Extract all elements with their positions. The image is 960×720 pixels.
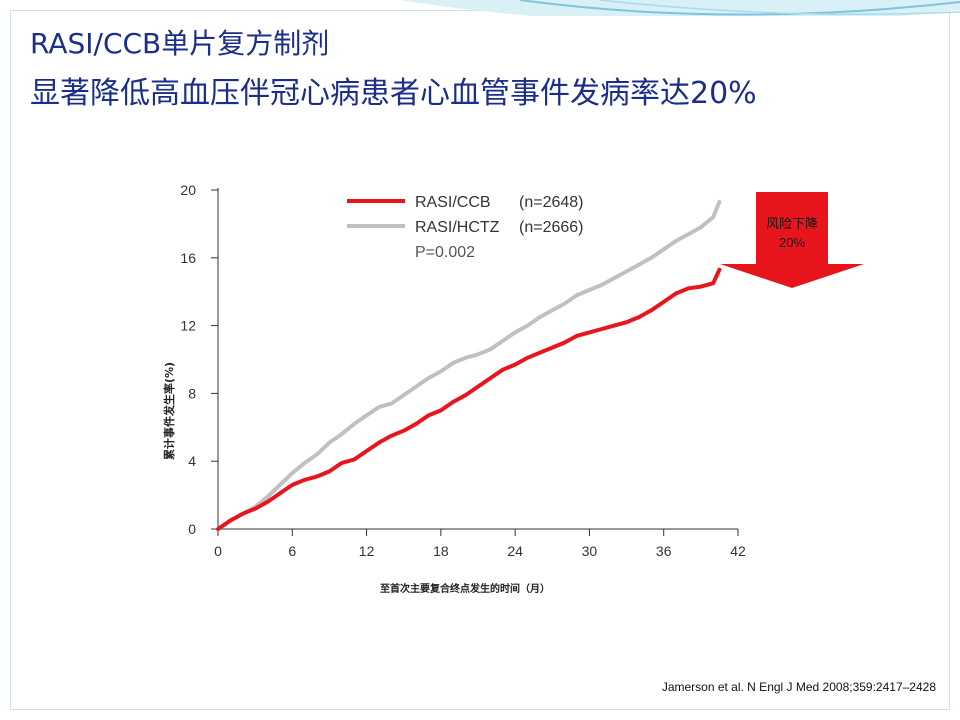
- chart-svg: 0 6 12 18 24 30 36 42 0 4 8 12 16 20 RASI/CCB (n=2648…: [162, 182, 746, 595]
- x-tick-label: 30: [582, 543, 598, 559]
- y-tick-label: 12: [180, 318, 196, 334]
- title-area: RASI/CCB单片复方制剂 显著降低高血压伴冠心病患者心血管事件发病率达20%: [28, 16, 944, 111]
- legend-label-rasi-ccb: RASI/CCB: [415, 194, 491, 211]
- y-tick-label: 4: [188, 453, 196, 469]
- x-axis-label: 至首次主要复合终点发生的时间（月）: [380, 582, 550, 595]
- p-value-annotation: P=0.002: [415, 244, 475, 261]
- citation: Jamerson et al. N Engl J Med 2008;359:24…: [661, 680, 936, 694]
- risk-reduction-value: 20%: [778, 235, 806, 250]
- y-tick-label: 16: [180, 250, 196, 266]
- legend-label-rasi-hctz: RASI/HCTZ: [415, 219, 500, 236]
- slide-title-line1: RASI/CCB单片复方制剂: [30, 27, 330, 60]
- x-tick-label: 24: [507, 543, 523, 559]
- series-line-rasi-ccb: [216, 267, 722, 531]
- x-tick-label: 42: [730, 543, 746, 559]
- x-tick-label: 18: [433, 543, 449, 559]
- x-tick-label: 6: [288, 543, 296, 559]
- y-tick-label: 8: [188, 385, 196, 401]
- y-axis-label: 累计事件发生率(%): [162, 362, 176, 460]
- y-tick-label: 0: [188, 521, 196, 537]
- slide-title-line2: 显著降低高血压伴冠心病患者心血管事件发病率达20%: [30, 76, 757, 111]
- down-arrow-callout: [720, 192, 864, 288]
- x-tick-label: 12: [359, 543, 375, 559]
- legend-n-rasi-ccb: (n=2648): [519, 194, 584, 211]
- x-tick-label: 0: [214, 543, 222, 559]
- risk-reduction-label: 风险下降: [765, 217, 818, 232]
- x-tick-label: 36: [656, 543, 672, 559]
- chart-panel: 0 6 12 18 24 30 36 42 0 4 8 12 16 20 RASI/CCB (n=2648…: [135, 160, 751, 597]
- risk-reduction-callout: 风险下降 20%: [750, 216, 834, 252]
- y-tick-label: 20: [180, 182, 196, 198]
- legend-n-rasi-hctz: (n=2666): [519, 219, 584, 236]
- series-line-rasi-hctz: [216, 199, 722, 531]
